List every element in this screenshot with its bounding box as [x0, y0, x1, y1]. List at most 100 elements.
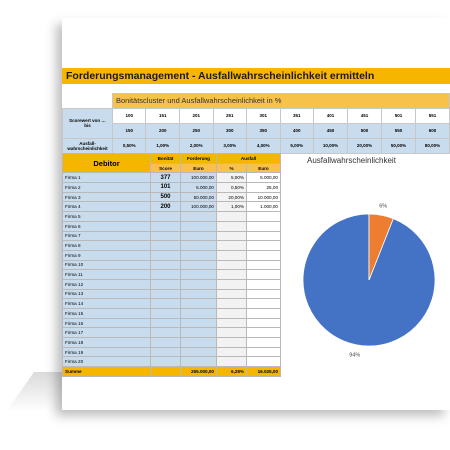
score-cell[interactable] [150, 211, 181, 222]
score-cell[interactable] [150, 230, 181, 242]
debtor-name-cell[interactable]: Firma 16 [62, 317, 151, 329]
score-cell[interactable] [150, 317, 181, 329]
score-cell[interactable] [150, 288, 181, 300]
score-cell[interactable] [150, 269, 181, 280]
debtor-name-cell[interactable]: Firma 20 [62, 356, 151, 368]
score-cell[interactable]: 101 [150, 182, 181, 193]
debtor-name-cell[interactable]: Firma 19 [62, 346, 151, 358]
score-cell[interactable] [150, 259, 181, 271]
forderung-cell[interactable]: 100.000,00 [180, 201, 217, 213]
debtor-name-cell[interactable]: Firma 11 [62, 269, 151, 280]
ausfall-percent-cell[interactable] [216, 249, 247, 261]
forderung-cell[interactable] [180, 259, 217, 271]
debtor-name-cell[interactable]: Firma 15 [62, 308, 151, 319]
ausfall-percent-cell[interactable]: 20,00% [216, 191, 247, 203]
debtor-name-cell[interactable]: Firma 18 [62, 337, 151, 348]
forderung-cell[interactable] [180, 337, 217, 348]
forderung-cell[interactable] [180, 230, 217, 242]
ausfall-euro-cell[interactable]: 1.000,00 [246, 201, 281, 213]
ausfall-euro-cell[interactable] [246, 211, 281, 222]
ausfall-percent-cell[interactable]: 5,00% [216, 172, 247, 184]
ausfall-euro-cell[interactable] [246, 220, 281, 232]
score-cell[interactable]: 377 [150, 172, 181, 184]
debtor-name-cell[interactable]: Firma 13 [62, 288, 151, 300]
ausfall-euro-cell[interactable]: 25,00 [246, 182, 281, 193]
ausfall-euro-cell[interactable] [246, 249, 281, 261]
debtor-name-cell[interactable]: Firma 4 [62, 201, 151, 213]
debtor-name-cell[interactable]: Firma 17 [62, 327, 151, 339]
ausfall-euro-cell[interactable] [246, 298, 281, 309]
ausfall-euro-cell[interactable] [246, 308, 281, 319]
debtor-name-cell[interactable]: Firma 10 [62, 259, 151, 271]
score-cell[interactable]: 200 [150, 201, 181, 213]
ausfall-percent-cell[interactable] [216, 259, 247, 271]
debtor-name-cell[interactable]: Firma 14 [62, 298, 151, 309]
score-cell[interactable] [150, 337, 181, 348]
score-cell[interactable] [150, 249, 181, 261]
ausfall-euro-cell[interactable] [246, 327, 281, 339]
forderung-cell[interactable] [180, 278, 217, 290]
ausfall-euro-cell[interactable] [246, 356, 281, 368]
ausfall-euro-cell[interactable] [246, 240, 281, 251]
forderung-cell[interactable] [180, 308, 217, 319]
ausfall-euro-cell[interactable]: 10.000,00 [246, 191, 281, 203]
debtor-name-cell[interactable]: Firma 6 [62, 220, 151, 232]
ausfall-percent-cell[interactable] [216, 298, 247, 309]
ausfall-percent-cell[interactable]: 0,50% [216, 182, 247, 193]
ausfall-percent-cell[interactable] [216, 211, 247, 222]
forderung-cell[interactable] [180, 220, 217, 232]
ausfall-euro-cell[interactable]: 5.000,00 [246, 172, 281, 184]
debtor-name-cell[interactable]: Firma 7 [62, 230, 151, 242]
ausfall-percent-cell[interactable] [216, 346, 247, 358]
ausfall-percent-cell[interactable] [216, 269, 247, 280]
ausfall-euro-cell[interactable] [246, 259, 281, 271]
ausfall-percent-cell[interactable] [216, 356, 247, 368]
ausfall-euro-cell[interactable] [246, 288, 281, 300]
ausfall-percent-cell[interactable]: 1,00% [216, 201, 247, 213]
ausfall-percent-cell[interactable] [216, 230, 247, 242]
score-cell[interactable]: 500 [150, 191, 181, 203]
debtor-name-cell[interactable]: Firma 2 [62, 182, 151, 193]
debtor-name-cell[interactable]: Firma 12 [62, 278, 151, 290]
debtor-name-cell[interactable]: Firma 3 [62, 191, 151, 203]
ausfall-percent-cell[interactable] [216, 337, 247, 348]
forderung-cell[interactable] [180, 249, 217, 261]
ausfall-percent-cell[interactable] [216, 327, 247, 339]
ausfall-percent-cell[interactable] [216, 308, 247, 319]
ausfall-euro-cell[interactable] [246, 317, 281, 329]
debtor-name-cell[interactable]: Firma 9 [62, 249, 151, 261]
ausfall-euro-cell[interactable] [246, 278, 281, 290]
score-cell[interactable] [150, 298, 181, 309]
forderung-cell[interactable] [180, 327, 217, 339]
score-cell[interactable] [150, 356, 181, 368]
ausfall-euro-cell[interactable] [246, 346, 281, 358]
forderung-cell[interactable] [180, 288, 217, 300]
score-cell[interactable] [150, 278, 181, 290]
ausfall-euro-cell[interactable] [246, 269, 281, 280]
score-cell[interactable] [150, 308, 181, 319]
debtor-name-cell[interactable]: Firma 1 [62, 172, 151, 184]
ausfall-percent-cell[interactable] [216, 288, 247, 300]
forderung-cell[interactable] [180, 211, 217, 222]
debtor-name-cell[interactable]: Firma 8 [62, 240, 151, 251]
score-cell[interactable] [150, 220, 181, 232]
debtor-name-cell[interactable]: Firma 5 [62, 211, 151, 222]
forderung-cell[interactable]: 50.000,00 [180, 191, 217, 203]
ausfall-percent-cell[interactable] [216, 220, 247, 232]
forderung-cell[interactable] [180, 240, 217, 251]
forderung-cell[interactable] [180, 346, 217, 358]
ausfall-percent-cell[interactable] [216, 317, 247, 329]
ausfall-euro-cell[interactable] [246, 337, 281, 348]
forderung-cell[interactable]: 5.000,00 [180, 182, 217, 193]
forderung-cell[interactable] [180, 356, 217, 368]
forderung-cell[interactable] [180, 317, 217, 329]
forderung-cell[interactable] [180, 269, 217, 280]
forderung-cell[interactable] [180, 298, 217, 309]
score-cell[interactable] [150, 240, 181, 251]
ausfall-percent-cell[interactable] [216, 278, 247, 290]
score-cell[interactable] [150, 327, 181, 339]
ausfall-percent-cell[interactable] [216, 240, 247, 251]
ausfall-euro-cell[interactable] [246, 230, 281, 242]
score-cell[interactable] [150, 346, 181, 358]
forderung-cell[interactable]: 100.000,00 [180, 172, 217, 184]
